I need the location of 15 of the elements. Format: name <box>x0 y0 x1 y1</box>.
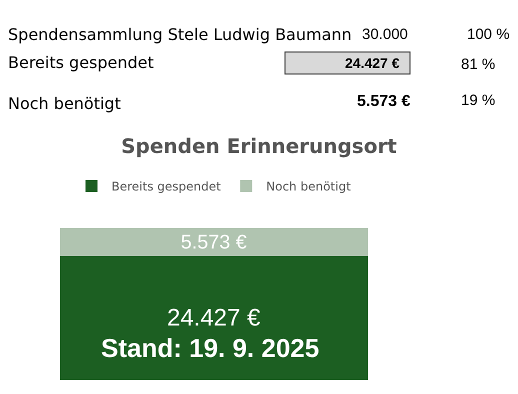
text: 81 % <box>461 56 496 73</box>
text: 5.573 € <box>357 93 410 110</box>
text: 19 % <box>461 92 496 109</box>
chart-title: Spenden Erinnerungsort <box>121 134 398 158</box>
data-label: 24.427 € <box>166 304 262 332</box>
text: Spendensammlung Stele Ludwig Baumann <box>8 25 352 44</box>
text: 24.427 € <box>345 55 400 71</box>
legend-label: Bereits gespendet <box>112 180 222 194</box>
text: Bereits gespendet <box>8 53 154 72</box>
text: 30.000 <box>362 26 408 43</box>
text: 100 % <box>467 26 510 43</box>
annotation: Stand: 19. 9. 2025 <box>101 333 320 363</box>
text: Noch benötigt <box>8 94 121 113</box>
data-label: 5.573 € <box>180 231 247 254</box>
legend-label: Noch benötigt <box>266 180 352 194</box>
